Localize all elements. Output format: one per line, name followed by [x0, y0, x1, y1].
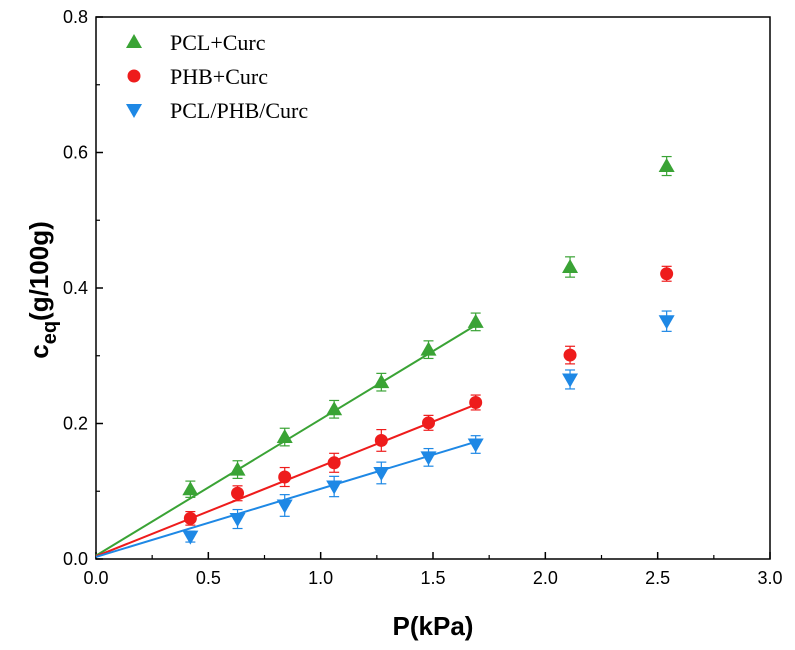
point-pcl-phb-curc	[229, 513, 246, 528]
legend: PCL+Curc PHB+Curc PCL/PHB/Curc	[126, 30, 308, 123]
point-pcl-phb-curc	[658, 315, 675, 330]
point-phb-curc	[327, 456, 341, 470]
legend-item-pcl-phb-curc: PCL/PHB/Curc	[126, 98, 308, 123]
y-axis-title: ceq(g/100g)	[24, 221, 61, 359]
point-phb-curc	[374, 433, 388, 447]
y-axis-title-subscript: eq	[39, 321, 61, 344]
point-pcl-curc	[229, 461, 246, 476]
x-tick-label: 0.5	[196, 568, 221, 588]
x-axis-title: P(kPa)	[393, 611, 474, 641]
point-pcl-curc	[658, 158, 675, 173]
legend-label-pcl-phb-curc: PCL/PHB/Curc	[170, 98, 308, 123]
point-pcl-phb-curc	[373, 466, 390, 481]
x-tick-label: 1.5	[420, 568, 445, 588]
y-tick-label: 0.8	[63, 7, 88, 27]
point-pcl-curc	[276, 429, 293, 444]
y-tick-label: 0.6	[63, 143, 88, 163]
point-pcl-phb-curc	[420, 451, 437, 466]
x-tick-label: 1.0	[308, 568, 333, 588]
point-pcl-phb-curc	[276, 499, 293, 514]
point-phb-curc	[563, 348, 577, 362]
point-phb-curc	[660, 267, 674, 281]
legend-label-pcl-curc: PCL+Curc	[170, 30, 266, 55]
point-pcl-phb-curc	[326, 480, 343, 495]
point-phb-curc	[231, 486, 245, 500]
point-pcl-phb-curc	[562, 373, 579, 388]
legend-marker-pcl-phb-curc	[126, 104, 142, 118]
point-pcl-phb-curc	[182, 530, 199, 545]
point-pcl-curc	[562, 258, 579, 273]
svg-text:ceq(g/100g): ceq(g/100g)	[24, 221, 61, 359]
point-phb-curc	[278, 470, 292, 484]
legend-label-phb-curc: PHB+Curc	[170, 64, 268, 89]
y-axis-title-main: c	[24, 344, 54, 358]
y-tick-label: 0.0	[63, 549, 88, 569]
legend-marker-phb-curc	[127, 69, 141, 83]
x-tick-label: 3.0	[757, 568, 782, 588]
legend-item-phb-curc: PHB+Curc	[127, 64, 268, 89]
legend-marker-pcl-curc	[126, 34, 142, 48]
x-tick-label: 2.0	[533, 568, 558, 588]
x-tick-label: 2.5	[645, 568, 670, 588]
point-phb-curc	[469, 395, 483, 409]
fit-line-pcl-phb-curc	[95, 440, 476, 558]
point-pcl-curc	[420, 341, 437, 356]
legend-item-pcl-curc: PCL+Curc	[126, 30, 266, 55]
data-markers	[182, 158, 675, 545]
x-tick-label: 0.0	[83, 568, 108, 588]
point-phb-curc	[183, 511, 197, 525]
point-pcl-curc	[373, 374, 390, 389]
point-pcl-phb-curc	[467, 438, 484, 453]
point-pcl-curc	[326, 401, 343, 416]
point-pcl-curc	[182, 481, 199, 496]
y-tick-label: 0.2	[63, 414, 88, 434]
point-pcl-curc	[467, 313, 484, 328]
y-axis-title-rest: (g/100g)	[24, 221, 54, 321]
tick-labels: 0.0 0.5 1.0 1.5 2.0 2.5 3.0 0.0 0.2 0.4 0.6 0.8	[63, 7, 783, 588]
y-tick-label: 0.4	[63, 278, 88, 298]
point-phb-curc	[422, 416, 436, 430]
axes	[95, 16, 771, 560]
